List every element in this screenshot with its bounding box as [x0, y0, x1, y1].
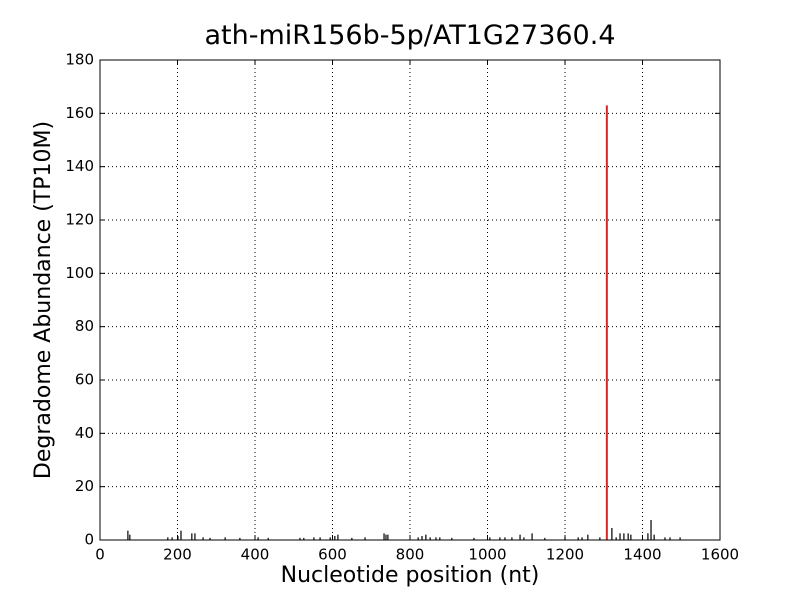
- chart-title: ath-miR156b-5p/AT1G27360.4: [205, 20, 616, 51]
- y-tick-label: 0: [84, 531, 94, 549]
- x-tick-label: 1400: [623, 546, 661, 564]
- y-tick-label: 40: [75, 424, 94, 442]
- y-tick-label: 140: [65, 157, 94, 175]
- x-tick-label: 600: [318, 546, 347, 564]
- y-tick-label: 180: [65, 51, 94, 69]
- y-tick-label: 120: [65, 211, 94, 229]
- y-tick-label: 20: [75, 477, 94, 495]
- y-tick-label: 80: [75, 317, 94, 335]
- y-tick-label: 60: [75, 371, 94, 389]
- x-tick-label: 400: [241, 546, 270, 564]
- x-tick-label: 1600: [701, 546, 739, 564]
- x-tick-label: 800: [396, 546, 425, 564]
- x-tick-label: 200: [163, 546, 192, 564]
- x-tick-label: 1000: [468, 546, 506, 564]
- x-axis-label: Nucleotide position (nt): [281, 563, 540, 588]
- y-tick-label: 100: [65, 264, 94, 282]
- marks: [99, 59, 721, 541]
- x-tick-label: 1200: [546, 546, 584, 564]
- x-tick-label: 0: [95, 546, 105, 564]
- y-tick-label: 160: [65, 104, 94, 122]
- y-axis-label: Degradome Abundance (TP10M): [31, 121, 56, 479]
